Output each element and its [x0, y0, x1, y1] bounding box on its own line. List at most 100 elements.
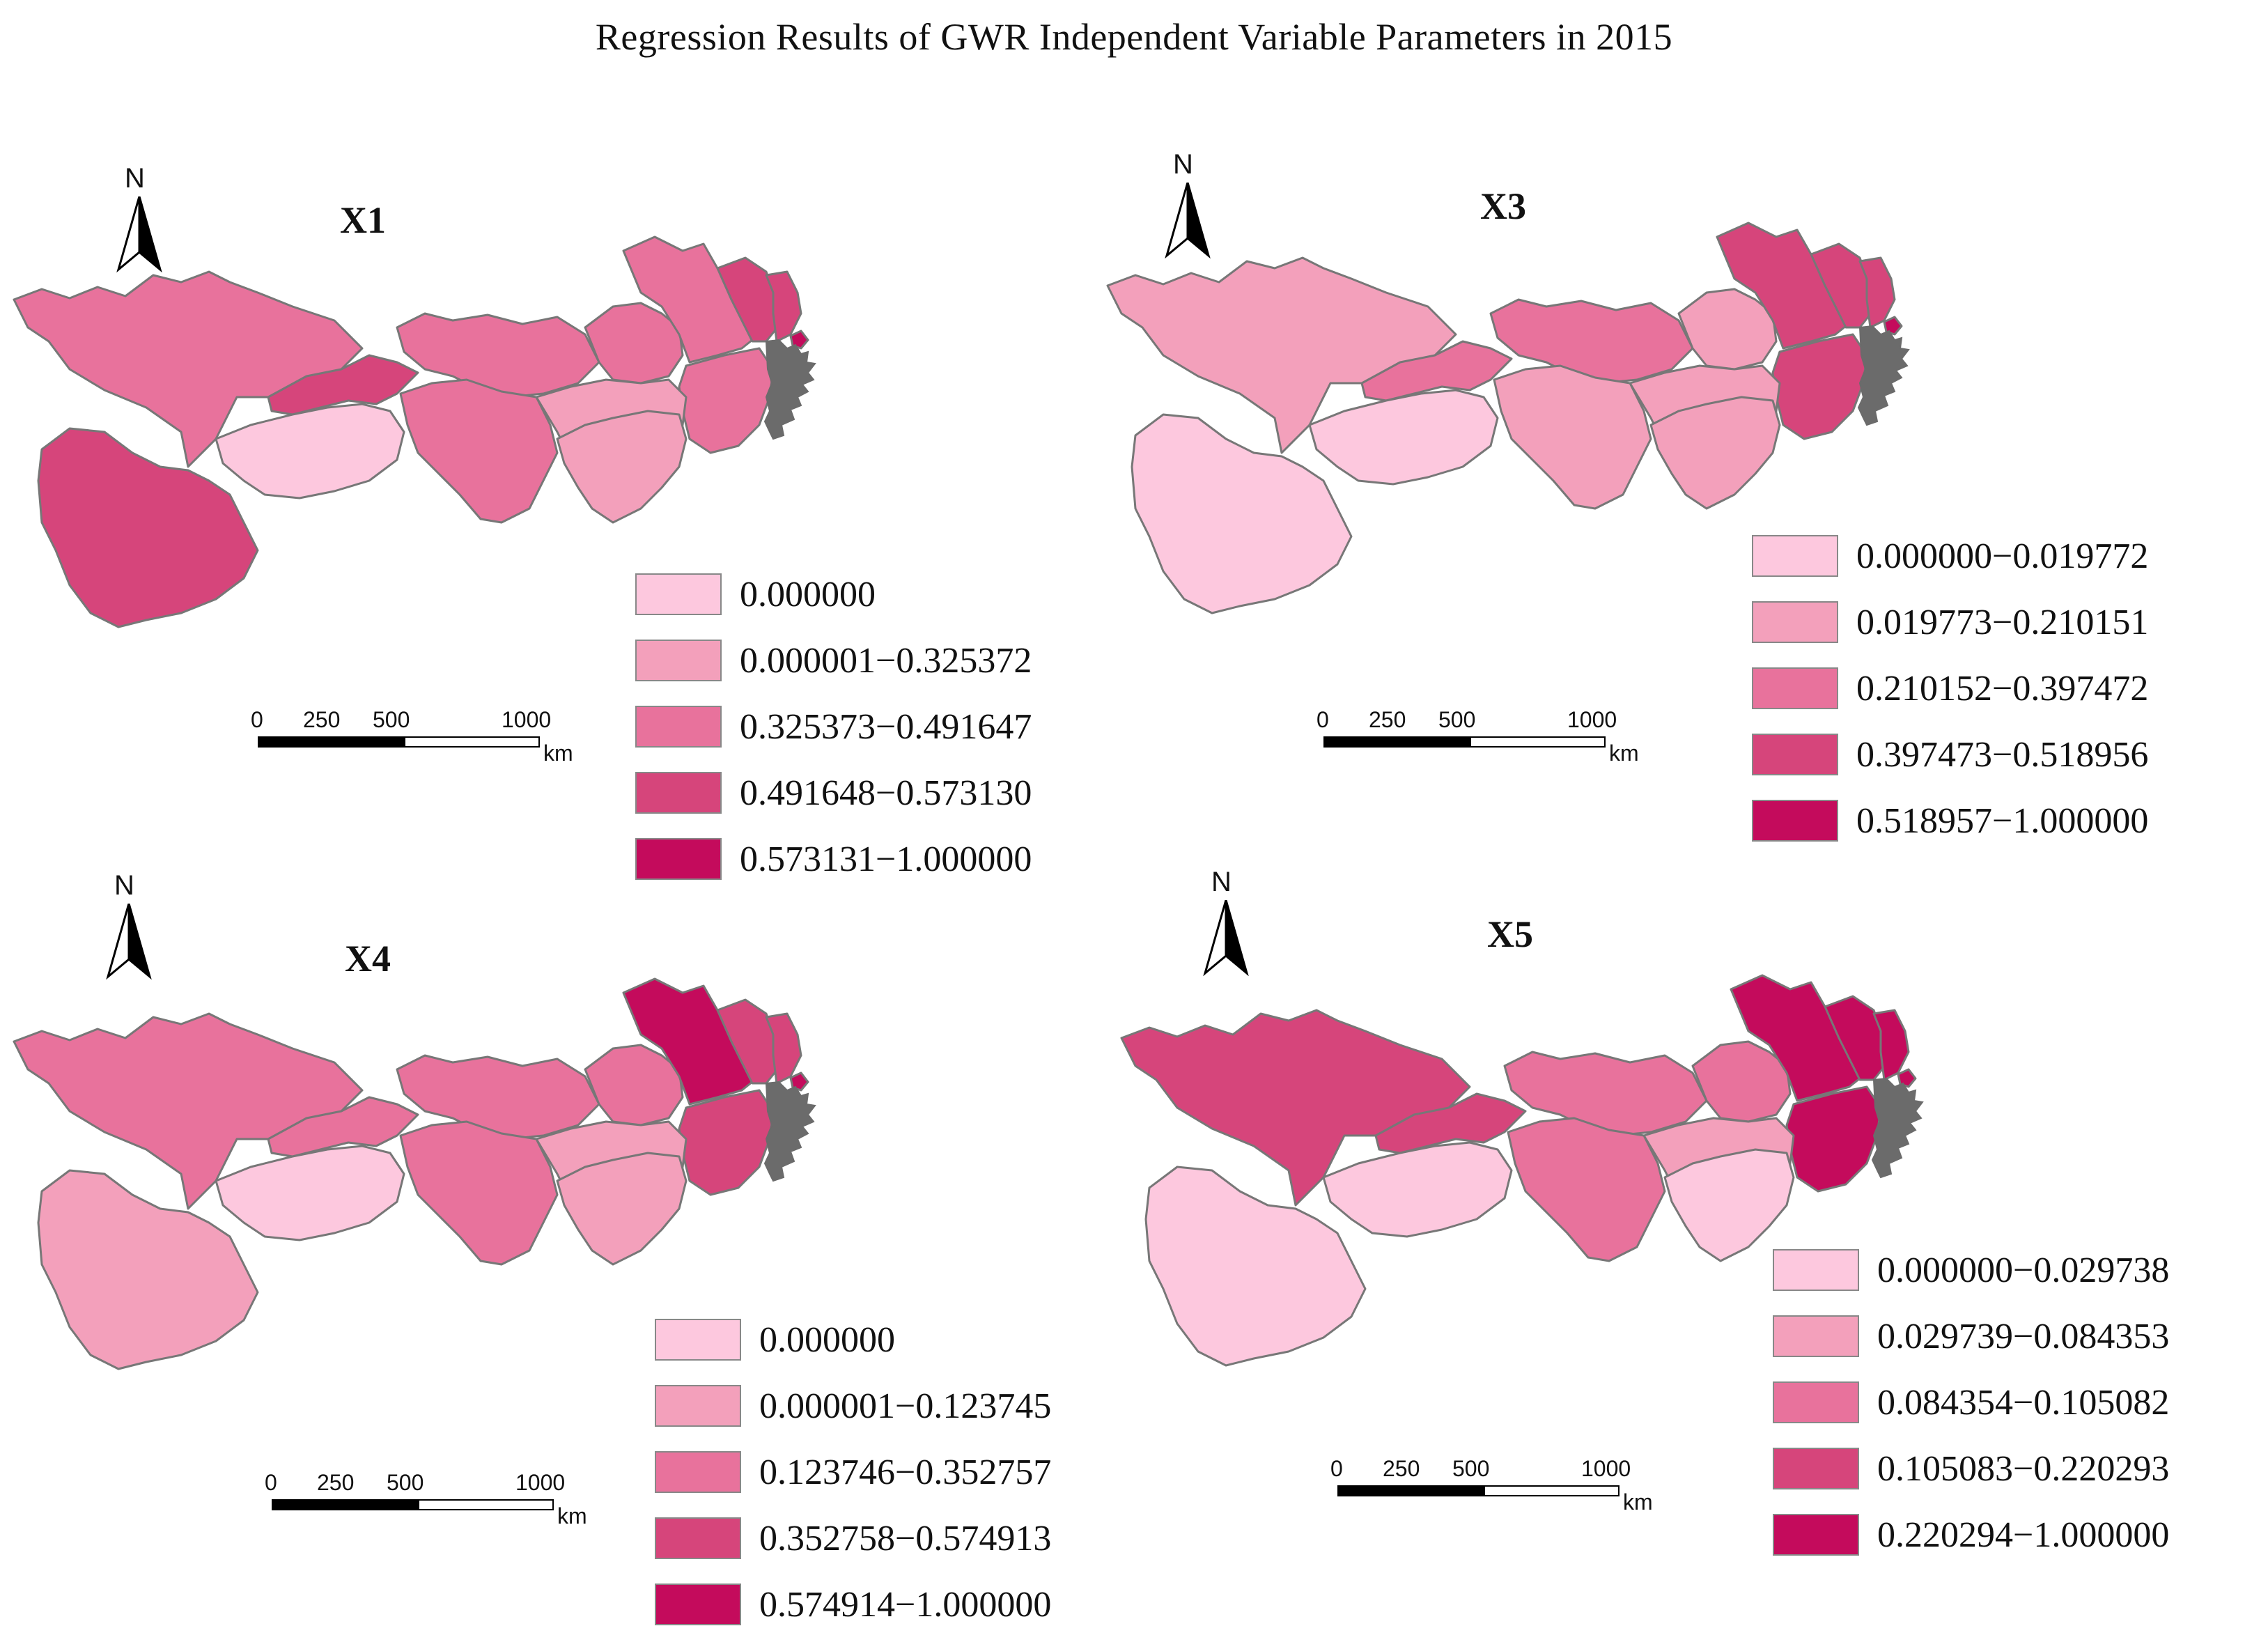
scale-tick-label: 1000: [1581, 1456, 1631, 1481]
north-arrow-icon: N: [98, 870, 160, 980]
legend-item: 0.000000: [635, 571, 876, 617]
legend-item: 0.397473−0.518956: [1752, 731, 2148, 777]
region-12: [765, 270, 802, 343]
scale-unit: km: [543, 741, 573, 766]
coastline: [763, 339, 816, 440]
coastline: [763, 1081, 816, 1182]
legend-item: 0.518957−1.000000: [1752, 798, 2148, 844]
scale-tick-label: 1000: [515, 1470, 566, 1495]
legend-swatch: [655, 1451, 741, 1493]
region-5: [1785, 1085, 1882, 1193]
legend-swatch: [635, 640, 722, 681]
map-panel-x1: X1 N 0 250 500 1000 km 0.000000 0.000001−0.32…: [0, 132, 1128, 885]
region-0: [1106, 256, 1457, 454]
region-3: [1691, 1040, 1792, 1123]
region-9: [1507, 1117, 1666, 1262]
region-9: [399, 1120, 559, 1266]
legend-swatch: [635, 838, 722, 880]
region-5: [678, 1089, 775, 1196]
scale-bar-light: [1470, 736, 1606, 748]
panel-label: X3: [1480, 185, 1526, 227]
legend-swatch: [655, 1319, 741, 1361]
legend-item: 0.029739−0.084353: [1773, 1313, 2169, 1359]
legend-swatch: [635, 573, 722, 615]
region-12: [1872, 1009, 1910, 1081]
scale-bar-light: [418, 1499, 554, 1510]
legend-swatch: [655, 1584, 741, 1625]
scale-tick-label: 250: [1369, 707, 1406, 732]
north-arrow-shape: [1203, 900, 1249, 977]
legend-item: 0.000001−0.123745: [655, 1383, 1051, 1429]
figure-title: Regression Results of GWR Independent Va…: [595, 16, 1673, 58]
legend-swatch: [1773, 1381, 1859, 1423]
coastline: [1857, 325, 1910, 426]
legend-label: 0.029739−0.084353: [1877, 1316, 2170, 1356]
legend-item: 0.000000: [655, 1317, 895, 1363]
scale-bar-dark: [272, 1499, 418, 1510]
region-13: [789, 330, 809, 350]
legend-item: 0.574914−1.000000: [655, 1581, 1051, 1627]
scale-bar-dark: [1323, 736, 1470, 748]
map-panel-x5: X5 N 0 250 500 1000 km 0.000000−0.029738 0.02…: [1108, 867, 2236, 1623]
legend-label: 0.000001−0.325372: [740, 640, 1032, 681]
legend-label: 0.491648−0.573130: [740, 773, 1032, 813]
north-label: N: [1211, 867, 1232, 897]
legend-label: 0.574914−1.000000: [759, 1584, 1052, 1625]
legend-item: 0.000000−0.029738: [1773, 1247, 2169, 1293]
scale-unit: km: [557, 1503, 587, 1528]
legend-swatch: [1752, 734, 1838, 775]
north-arrow-icon: N: [1195, 867, 1257, 977]
region-11: [716, 998, 782, 1085]
scale-bar-light: [1484, 1485, 1620, 1496]
region-10: [1663, 1148, 1795, 1262]
north-arrow-shape: [1165, 183, 1211, 259]
scale-tick-label: 250: [303, 707, 341, 732]
legend-swatch: [1752, 800, 1838, 842]
region-7: [215, 1145, 405, 1241]
scale-bar: 0 250 500 1000 km: [265, 1470, 592, 1528]
choropleth-map: [1106, 222, 1910, 614]
region-11: [1824, 995, 1889, 1081]
north-arrow-icon: N: [1156, 149, 1219, 259]
legend-swatch: [1752, 535, 1838, 577]
coastline: [1871, 1077, 1924, 1179]
region-13: [1897, 1068, 1917, 1088]
scale-tick-label: 500: [373, 707, 410, 732]
north-label: N: [114, 870, 134, 901]
legend-swatch: [1773, 1249, 1859, 1291]
north-label: N: [1173, 149, 1193, 180]
legend-item: 0.210152−0.397472: [1752, 665, 2148, 711]
map-regions: [13, 235, 816, 628]
scale-tick-label: 0: [1330, 1456, 1343, 1481]
legend-item: 0.220294−1.000000: [1773, 1512, 2169, 1558]
region-0: [13, 1012, 364, 1210]
legend-label: 0.123746−0.352757: [759, 1452, 1052, 1492]
region-10: [1649, 396, 1781, 510]
region-5: [1771, 333, 1868, 440]
region-3: [584, 302, 684, 385]
scale-bar-light: [404, 736, 540, 748]
panel-label: X1: [340, 199, 386, 241]
north-arrow-shape: [106, 904, 152, 980]
scale-tick-label: 250: [317, 1470, 355, 1495]
legend-item: 0.000001−0.325372: [635, 637, 1032, 683]
legend-item: 0.573131−1.000000: [635, 836, 1032, 882]
legend-label: 0.210152−0.397472: [1856, 668, 2149, 709]
region-9: [399, 378, 559, 524]
choropleth-map: [1120, 974, 1924, 1367]
legend-label: 0.000001−0.123745: [759, 1386, 1052, 1426]
scale-unit: km: [1609, 741, 1639, 766]
region-11: [1810, 242, 1875, 329]
region-8: [1144, 1166, 1367, 1367]
region-7: [1308, 389, 1499, 486]
scale-tick-label: 500: [387, 1470, 424, 1495]
legend-swatch: [1773, 1448, 1859, 1489]
legend-swatch: [635, 706, 722, 748]
legend-label: 0.220294−1.000000: [1877, 1515, 2170, 1555]
legend-item: 0.000000−0.019772: [1752, 533, 2148, 579]
legend-item: 0.019773−0.210151: [1752, 599, 2148, 645]
scale-tick-label: 500: [1438, 707, 1476, 732]
region-8: [1131, 413, 1353, 614]
legend-item: 0.491648−0.573130: [635, 770, 1032, 816]
legend-label: 0.000000−0.019772: [1856, 536, 2149, 576]
